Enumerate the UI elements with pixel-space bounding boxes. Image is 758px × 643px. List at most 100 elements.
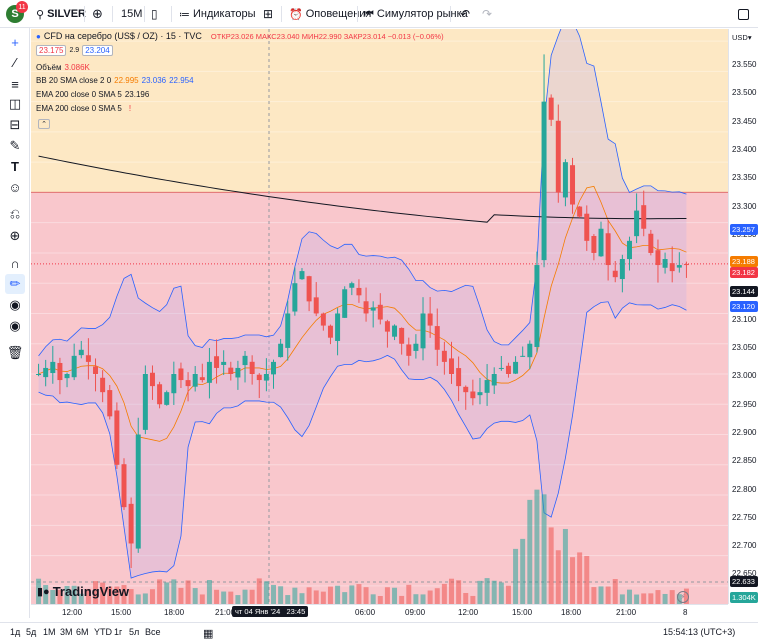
volume-bar xyxy=(648,593,654,604)
range-0[interactable]: 1д xyxy=(10,627,21,637)
volume-bar xyxy=(441,583,447,604)
time-tick: 15:00 xyxy=(512,608,533,617)
chart-pane[interactable]: ▮● TradingView ⚡ xyxy=(31,29,728,604)
volume-bar xyxy=(292,587,298,604)
range-8[interactable]: Все xyxy=(145,627,161,637)
volume-bar xyxy=(548,527,554,604)
zoom-tool[interactable]: ⊕ xyxy=(5,226,25,246)
fib-tool[interactable]: ≡ xyxy=(5,74,25,94)
price-tick: 23.500 xyxy=(732,88,757,98)
volume-bar xyxy=(335,585,341,604)
crosshair-tool[interactable]: + xyxy=(5,32,25,52)
remove-tool[interactable]: 🗑 xyxy=(5,343,25,363)
range-5[interactable]: YTD xyxy=(94,627,112,637)
redo-button[interactable]: ↷ xyxy=(482,0,492,28)
candle-body xyxy=(449,358,454,374)
range-4[interactable]: 6М xyxy=(76,627,89,637)
brush-tool[interactable]: ✎ xyxy=(5,136,25,156)
candle-body xyxy=(491,374,497,386)
volume-bar xyxy=(370,594,376,604)
candle-body xyxy=(570,165,576,205)
volume-bar xyxy=(598,586,604,604)
trendline-tool[interactable]: ∕ xyxy=(5,52,25,72)
candle-body xyxy=(626,240,632,260)
candle-body xyxy=(669,263,675,272)
alerts-button[interactable]: ⏰ Оповещения xyxy=(289,0,371,28)
magnet-tool[interactable]: ∩ xyxy=(5,253,25,273)
brush-icon: ✎ xyxy=(9,138,21,153)
candle-body xyxy=(100,377,106,393)
candle-body xyxy=(249,361,255,374)
candle-body xyxy=(335,313,341,341)
price-tick: 23.000 xyxy=(732,371,757,381)
volume-bar xyxy=(178,587,184,604)
ask-price[interactable]: 23.204 xyxy=(82,45,113,56)
range-7[interactable]: 5л xyxy=(129,627,140,637)
range-1[interactable]: 5д xyxy=(26,627,37,637)
lock-drawings-tool[interactable]: ✏ xyxy=(5,274,25,294)
range-6[interactable]: 1г xyxy=(114,627,123,637)
ema2-legend[interactable]: EMA 200 close 0 SMA 5 ! xyxy=(36,104,132,113)
top-toolbar: S 11 ⚲ SILVER ⊕ 15M ▯ ≔ Индикаторы ⊞ ⏰ О… xyxy=(0,0,758,28)
drawing-toolbar: + ∕ ≡ ◫ ⊟ ✎ T ☺ ⎌ ⊕ ∩ ✏ ◉ ◉ 🗑 xyxy=(0,28,30,618)
range-2[interactable]: 1М xyxy=(43,627,56,637)
volume-bar xyxy=(619,594,625,604)
date-range-button[interactable]: ▦ xyxy=(203,627,213,640)
grid-icon: ⊞ xyxy=(263,7,274,21)
calendar-icon: ▦ xyxy=(203,628,214,640)
measure-tool[interactable]: ⎌ xyxy=(5,204,25,224)
bb-lower-line xyxy=(38,301,687,579)
chart-type-button[interactable]: ▯ xyxy=(151,0,158,28)
volume-bar xyxy=(562,528,568,604)
volume-bar xyxy=(641,593,647,604)
bid-price[interactable]: 23.175 xyxy=(36,45,67,56)
time-axis[interactable]: 12:00 15:00 18:00 21:00 06:00 09:00 12:00 15:00… xyxy=(31,604,728,620)
ema1-legend[interactable]: EMA 200 close 0 SMA 5 23.196 xyxy=(36,90,150,99)
indicators-button[interactable]: ≔ Индикаторы xyxy=(179,0,256,28)
replay-button[interactable]: ⏮ Симулятор рынка xyxy=(364,0,468,28)
fullscreen-button[interactable] xyxy=(738,0,749,28)
layouts-button[interactable]: ⊞ xyxy=(263,0,273,28)
magnet-icon: ∩ xyxy=(10,255,20,271)
hide-tool[interactable]: ◉ xyxy=(5,316,25,336)
collapse-icon[interactable]: ● xyxy=(36,31,41,41)
currency-selector[interactable]: USD▾ xyxy=(732,33,752,42)
volume-bar xyxy=(349,585,355,604)
price-chart[interactable] xyxy=(31,29,728,604)
candle-body xyxy=(441,350,447,362)
candle-body xyxy=(192,374,198,387)
price-tick: 23.050 xyxy=(732,343,757,352)
volume-bar xyxy=(634,594,640,604)
time-tick: 06:00 xyxy=(355,608,376,617)
lightning-icon[interactable]: ⚡ xyxy=(677,591,689,603)
symbol-search[interactable]: ⚲ SILVER xyxy=(36,0,86,28)
pattern-tool[interactable]: ◫ xyxy=(5,94,25,114)
bb-fill xyxy=(38,29,687,579)
lock-tool[interactable]: ◉ xyxy=(5,295,25,315)
prediction-icon: ⊟ xyxy=(9,117,21,132)
undo-button[interactable]: ↶ xyxy=(460,0,470,28)
text-tool[interactable]: T xyxy=(5,156,25,176)
candle-body xyxy=(107,390,113,417)
prediction-tool[interactable]: ⊟ xyxy=(5,115,25,135)
volume-bar xyxy=(128,589,134,604)
candle-body xyxy=(548,97,554,120)
range-3[interactable]: 3М xyxy=(60,627,73,637)
bb-legend[interactable]: BB 20 SMA close 2 0 22.995 23.036 22.954 xyxy=(36,76,194,85)
volume-legend[interactable]: Объём 3.086K xyxy=(36,63,90,72)
volume-bar xyxy=(100,582,106,604)
interval-button[interactable]: 15M xyxy=(121,8,143,20)
volume-bar xyxy=(142,593,148,604)
candle-body xyxy=(384,321,390,332)
compare-button[interactable]: ⊕ xyxy=(92,0,103,28)
candle-body xyxy=(349,283,355,288)
candle-body xyxy=(178,368,184,381)
emoji-tool[interactable]: ☺ xyxy=(5,177,25,197)
legend-toggle[interactable]: ⌃ xyxy=(38,119,50,129)
volume-bar xyxy=(399,595,405,604)
price-axis[interactable]: USD▾ 23.550 23.500 23.450 23.400 23.350 23.30… xyxy=(728,29,758,604)
last-price-label: 23.182 xyxy=(730,267,758,278)
clock[interactable]: 15:54:13 (UTC+3) xyxy=(663,627,736,637)
candle-body xyxy=(584,213,590,241)
volume-bar xyxy=(271,584,276,604)
